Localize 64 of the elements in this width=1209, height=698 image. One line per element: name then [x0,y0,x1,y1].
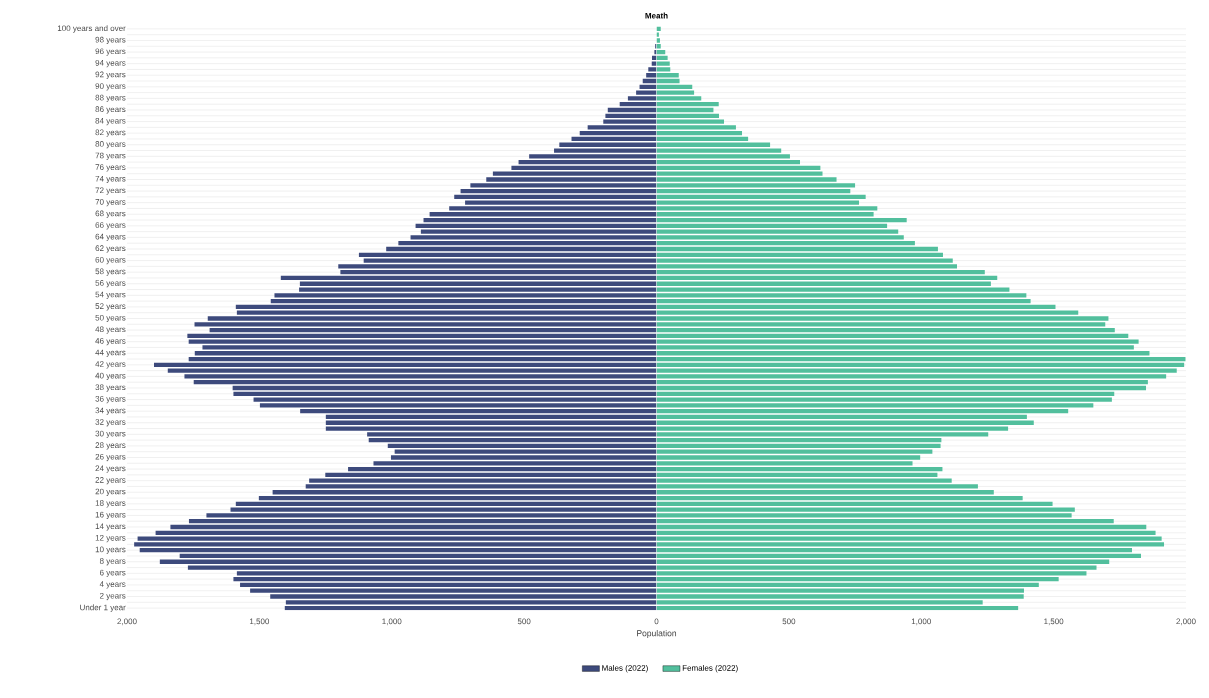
y-tick-label: 76 years [95,164,126,172]
y-tick-label: 40 years [95,372,126,381]
y-tick-label: 16 years [95,511,126,520]
y-tick-label: 88 years [95,94,126,103]
y-tick-label: 56 years [95,280,126,288]
x-axis-title: Population [637,630,677,638]
y-tick-label: 100 years and over [57,25,126,33]
y-tick-label: 54 years [95,291,126,299]
y-tick-label: 90 years [95,83,126,91]
x-tick-label: 1,000 [911,618,931,626]
y-tick-label: 30 years [95,430,126,438]
y-tick-label: 70 years [95,199,126,207]
y-tick-label: 2 years [99,592,126,601]
y-tick-label: 62 years [95,245,126,253]
y-tick-label: 86 years [95,106,126,114]
legend-label: Females (2022) [682,664,738,673]
y-tick-label: 82 years [95,129,126,137]
y-tick-label: 32 years [95,419,126,427]
legend-label: Males (2022) [602,664,648,673]
y-tick-label: 20 years [95,488,126,496]
chart-title: Meath [645,12,668,19]
y-tick-label: 12 years [95,534,126,543]
y-tick-label: 36 years [95,395,126,404]
y-tick-label: 44 years [95,349,126,357]
y-tick-label: 64 years [95,233,126,242]
y-tick-label: 38 years [95,384,126,392]
y-tick-label: 60 years [95,256,126,265]
y-tick-label: 98 years [95,36,126,45]
y-tick-label: 50 years [95,314,126,323]
y-tick-label: 72 years [95,187,126,195]
y-tick-label: 8 years [99,558,126,566]
y-tick-label: 24 years [95,465,126,473]
y-tick-label: 10 years [95,546,126,554]
x-tick-label: 1,000 [382,618,402,626]
y-tick-label: 46 years [95,338,126,346]
x-tick-label: 1,500 [249,618,270,626]
y-tick-label: 22 years [95,477,126,485]
y-tick-label: 26 years [95,453,126,462]
y-tick-label: 34 years [95,407,126,415]
y-tick-label: 94 years [95,60,126,68]
y-tick-label: 6 years [99,569,126,577]
y-tick-label: 84 years [95,117,126,126]
y-tick-label: 48 years [95,326,126,334]
y-tick-label: 4 years [99,581,126,589]
y-tick-label: 92 years [95,71,126,79]
y-tick-label: 14 years [95,523,126,531]
x-tick-label: 2,000 [117,618,137,626]
y-tick-label: 52 years [95,303,126,311]
y-tick-label: 78 years [95,152,126,160]
y-tick-label: 96 years [95,48,126,56]
x-tick-label: 2,000 [1176,618,1196,626]
x-tick-label: 500 [782,618,796,625]
y-tick-label: 80 years [95,141,126,149]
y-tick-label: 58 years [95,268,126,276]
x-tick-label: 500 [517,618,531,625]
y-tick-label: 28 years [95,442,126,450]
y-tick-label: 42 years [95,361,126,369]
y-tick-label: 74 years [95,175,126,184]
x-tick-label: 1,500 [1044,618,1064,626]
x-tick-label: 0 [654,618,659,625]
y-tick-label: 68 years [95,210,126,218]
y-tick-label: 18 years [95,500,126,508]
y-tick-label: Under 1 year [80,604,126,612]
y-tick-label: 66 years [95,222,126,230]
